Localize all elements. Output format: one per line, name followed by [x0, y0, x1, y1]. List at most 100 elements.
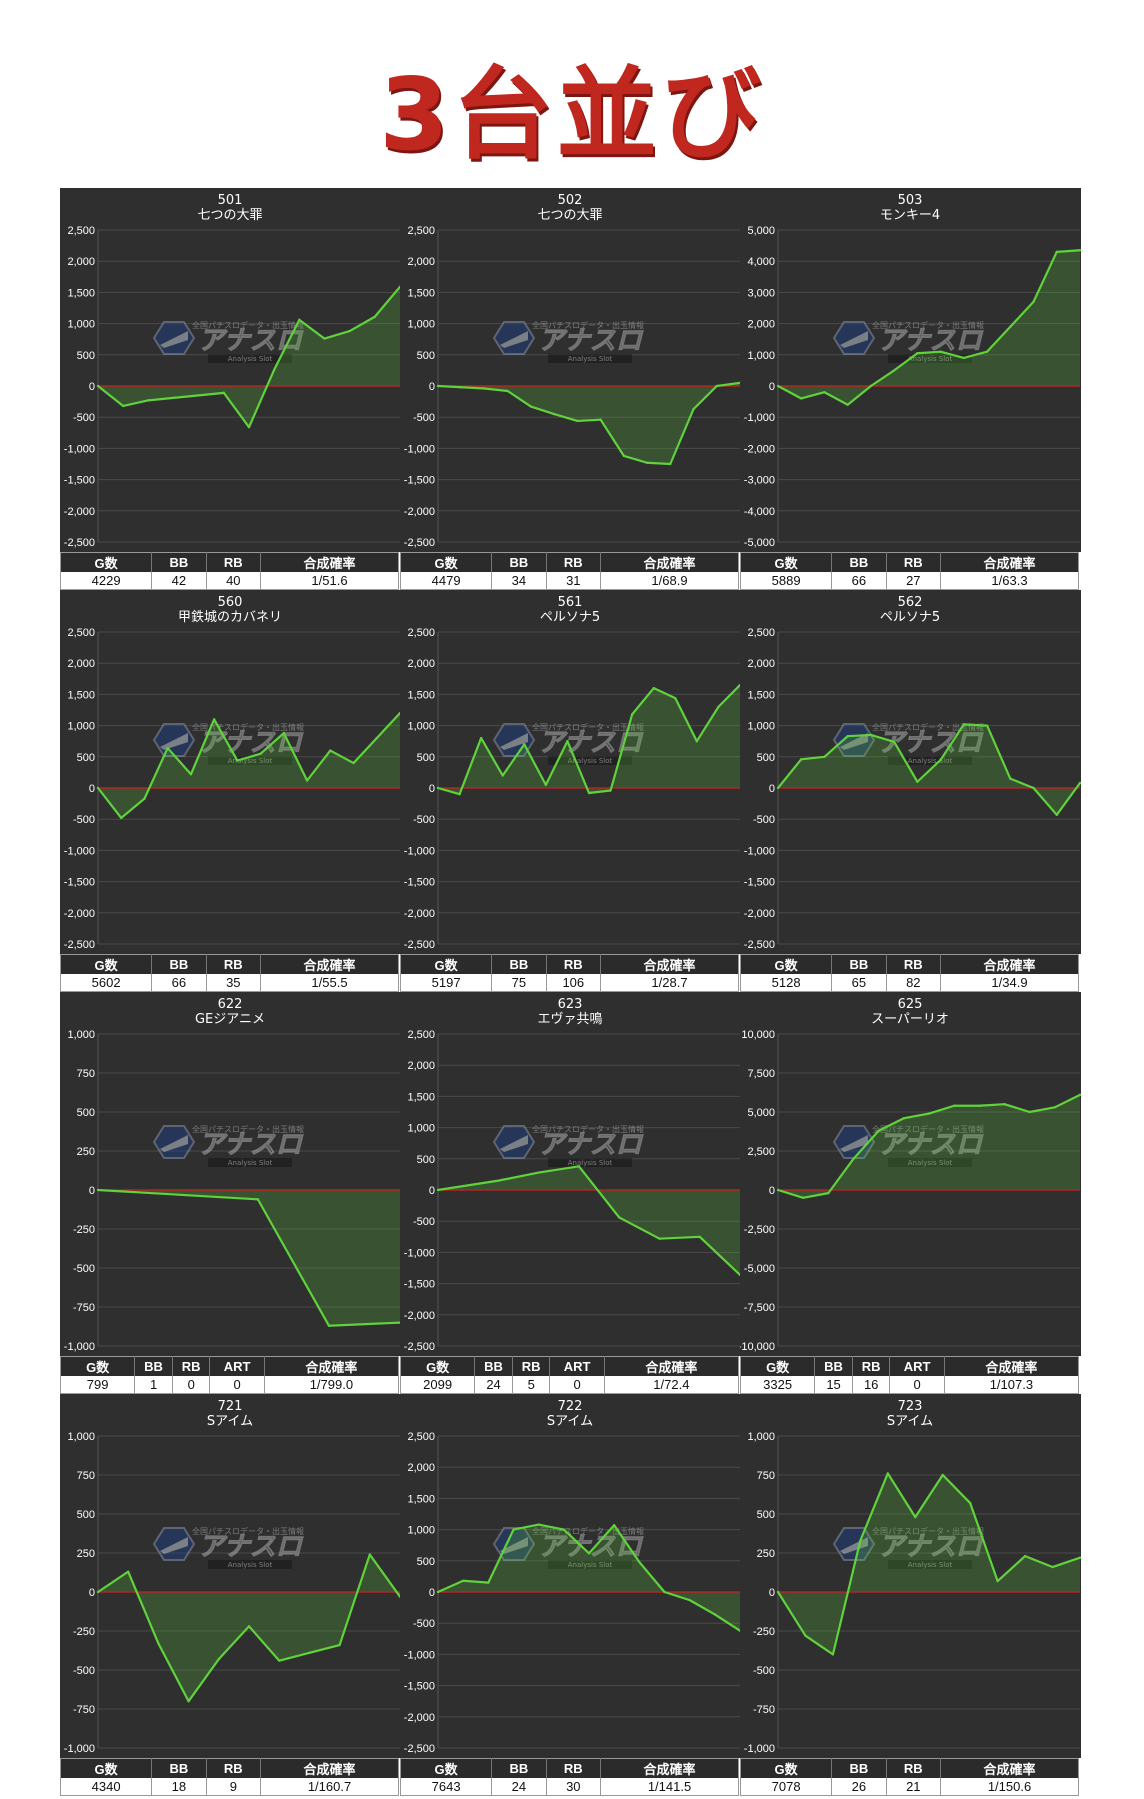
data-point — [776, 786, 780, 790]
stats-value-cell: 0 — [172, 1376, 211, 1394]
data-point — [1009, 777, 1012, 780]
data-point — [952, 1104, 956, 1107]
watermark-brand: アナスロ — [538, 326, 643, 356]
y-tick-label: 4,000 — [747, 256, 775, 268]
y-tick-label: 500 — [77, 1107, 95, 1119]
y-tick-label: -5,000 — [744, 537, 775, 549]
page-title: 3台並び — [379, 56, 765, 173]
data-point — [1023, 1554, 1027, 1558]
stats-value-cell: 1/51.6 — [260, 572, 399, 590]
data-point — [278, 1659, 281, 1662]
y-tick-label: 0 — [769, 1587, 775, 1599]
stats-value-cell: 66 — [151, 974, 207, 992]
stats-table: G数 BB RB ART 合成確率 2099 24 5 0 1/72.4 — [400, 1356, 739, 1394]
stats-header-cell: RB — [886, 552, 942, 572]
series-line — [97, 1553, 401, 1703]
y-tick-label: -1,500 — [64, 475, 95, 487]
watermark-brand: アナスロ — [198, 326, 303, 356]
stats-header-cell: RB — [206, 552, 262, 572]
stats-header-cell: BB — [134, 1356, 173, 1376]
stats-header-cell: RB — [206, 1758, 262, 1778]
data-point — [652, 686, 655, 690]
stats-value-cell: 5889 — [740, 572, 833, 590]
y-tick-label: 2,500 — [407, 627, 435, 639]
series-line — [437, 1165, 741, 1276]
data-point — [800, 758, 803, 761]
y-tick-label: 1,500 — [407, 287, 435, 299]
stats-table: G数 BB RB ART 合成確率 3325 15 16 0 1/107.3 — [740, 1356, 1079, 1394]
series-area — [778, 1473, 1080, 1655]
y-tick-label: 750 — [77, 1068, 95, 1080]
data-point — [877, 1129, 880, 1132]
stats-header-cell: BB — [151, 1758, 207, 1778]
stats-header-cell: ART — [549, 1356, 605, 1376]
machine-number: 562 — [898, 595, 923, 610]
machine-number: 622 — [218, 997, 243, 1012]
watermark-tagline: 全国パチスロデータ・出玉情報 — [192, 320, 304, 330]
y-tick-label: -1,000 — [404, 845, 435, 857]
stats-header-cell: RB — [546, 954, 602, 974]
stats-header-cell: RB — [886, 954, 942, 974]
data-point — [587, 1552, 591, 1555]
stats-value-cell: 1/107.3 — [944, 1376, 1079, 1394]
data-point — [827, 1191, 830, 1195]
data-point — [776, 1188, 780, 1192]
series-line — [777, 249, 1081, 406]
y-tick-label: -1,000 — [64, 845, 95, 857]
stats-header-cell: BB — [151, 954, 207, 974]
data-point — [831, 1653, 835, 1656]
data-point — [713, 1613, 717, 1616]
chart-panel-721: 721 Sアイム 1,000 750 500 250 0 -250 -500 -750 -1,000… — [60, 1394, 401, 1796]
data-point — [189, 773, 193, 776]
stats-header-cell: 合成確率 — [260, 1758, 399, 1778]
stats-header-cell: 合成確率 — [260, 552, 399, 572]
data-point — [461, 1579, 465, 1582]
y-tick-label: -1,000 — [64, 1341, 95, 1353]
series-area — [98, 1554, 400, 1702]
stats-header-cell: 合成確率 — [260, 954, 399, 974]
stats-header-cell: G数 — [740, 1758, 833, 1778]
stats-value-row: 5197 75 106 1/28.7 — [400, 974, 739, 992]
stats-header-cell: G数 — [60, 1758, 153, 1778]
stats-header-cell: RB — [546, 552, 602, 572]
y-tick-label: -2,500 — [404, 537, 435, 549]
data-point — [1028, 1110, 1031, 1114]
data-point — [939, 758, 942, 762]
watermark-brand: アナスロ — [538, 728, 643, 758]
watermark-brand: アナスロ — [198, 1130, 303, 1160]
data-point — [282, 731, 286, 735]
data-point — [886, 1472, 890, 1475]
data-point — [916, 352, 919, 355]
watermark-brand: アナスロ — [878, 728, 983, 758]
data-point — [305, 779, 309, 782]
data-point — [127, 1570, 130, 1573]
y-tick-label: 0 — [89, 381, 95, 393]
y-tick-label: 1,500 — [407, 689, 435, 701]
watermark-tagline: 全国パチスロデータ・出玉情報 — [532, 1124, 644, 1134]
y-tick-label: -1,500 — [404, 1279, 435, 1291]
data-point — [1032, 300, 1035, 303]
watermark-sub: Analysis Slot — [228, 1159, 273, 1167]
data-point — [212, 718, 216, 721]
watermark-brand: アナスロ — [198, 728, 303, 758]
stats-header-cell: BB — [151, 552, 207, 572]
stats-header-cell: G数 — [400, 954, 493, 974]
stats-value-cell: 1/55.5 — [260, 974, 399, 992]
data-point — [120, 816, 123, 820]
series-line — [777, 723, 1081, 816]
stats-header-cell: 合成確率 — [940, 552, 1079, 572]
y-tick-label: 250 — [77, 1146, 95, 1158]
chart-panel-503: 503 モンキー4 5,000 4,000 3,000 2,000 1,000 0 -1,000… — [740, 188, 1081, 590]
stats-value-cell: 1/28.7 — [600, 974, 739, 992]
data-point — [187, 1700, 190, 1703]
stats-header-cell: RB — [172, 1356, 211, 1376]
stats-header-cell: RB — [886, 1758, 942, 1778]
y-tick-label: -2,000 — [744, 443, 775, 455]
series-area — [778, 250, 1080, 405]
stats-table: G数 BB RB 合成確率 4479 34 31 1/68.9 — [400, 552, 739, 590]
stats-value-cell: 1 — [134, 1376, 173, 1394]
data-point — [1078, 1556, 1081, 1559]
data-point — [800, 397, 803, 400]
